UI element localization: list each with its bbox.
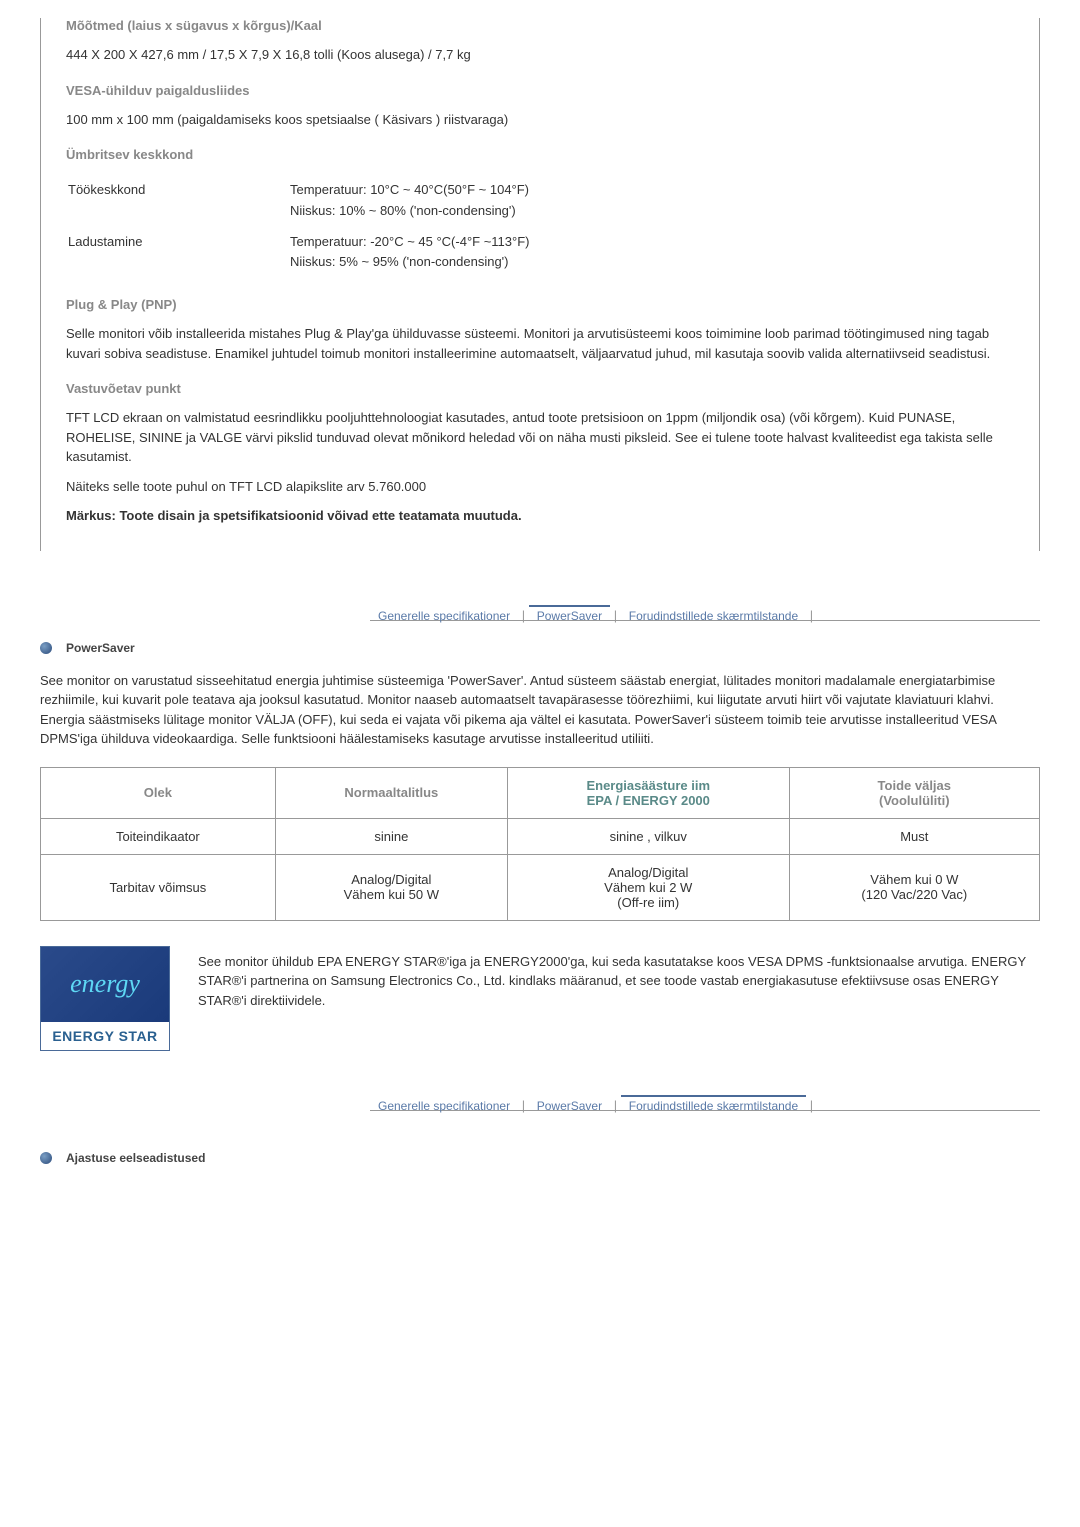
tab-preset[interactable]: Forudindstillede skærmtilstande	[621, 609, 806, 623]
td-power-normal: Analog/Digital Vähem kui 50 W	[275, 854, 507, 920]
env-storage-temp: Temperatuur: -20°C ~ 45 °C(-4°F ~113°F)	[290, 234, 529, 249]
th-energy-b: EPA / ENERGY 2000	[587, 793, 710, 808]
tab-sep: |	[810, 1098, 813, 1113]
pnp-title: Plug & Play (PNP)	[66, 297, 1014, 312]
env-work-values: Temperatuur: 10°C ~ 40°C(50°F ~ 104°F) N…	[290, 176, 1012, 226]
tab-sep: |	[614, 608, 617, 623]
th-off: Toide väljas (Voolulüliti)	[789, 767, 1039, 818]
td-power-saving-a: Analog/Digital	[608, 865, 688, 880]
preset-section: Ajastuse eelseadistused	[40, 1151, 1040, 1165]
td-power-saving: Analog/Digital Vähem kui 2 W (Off-re iim…	[507, 854, 789, 920]
td-indicator-saving: sinine , vilkuv	[507, 818, 789, 854]
th-energy-a: Energiasäästure iim	[586, 778, 710, 793]
bullet-icon	[40, 642, 52, 654]
td-power-normal-b: Vähem kui 50 W	[344, 887, 439, 902]
td-power-saving-c: (Off-re iim)	[617, 895, 679, 910]
tab-sep: |	[522, 608, 525, 623]
td-power-saving-b: Vähem kui 2 W	[604, 880, 692, 895]
energy-star-logo: energy ENERGY STAR	[40, 946, 170, 1051]
point-text1: TFT LCD ekraan on valmistatud eesrindlik…	[66, 408, 1014, 467]
tab-general[interactable]: Generelle specifikationer	[370, 609, 518, 623]
powersaver-paragraph: See monitor on varustatud sisseehitatud …	[40, 671, 1040, 749]
powersaver-section: PowerSaver See monitor on varustatud sis…	[40, 641, 1040, 1051]
bullet-icon	[40, 1152, 52, 1164]
env-work-label: Töökeskkond	[68, 176, 288, 226]
td-power-normal-a: Analog/Digital	[351, 872, 431, 887]
vesa-value: 100 mm x 100 mm (paigaldamiseks koos spe…	[66, 110, 1014, 130]
env-storage-label: Ladustamine	[68, 228, 288, 278]
th-off-a: Toide väljas	[878, 778, 951, 793]
point-text2: Näiteks selle toote puhul on TFT LCD ala…	[66, 477, 1014, 497]
vesa-title: VESA-ühilduv paigaldusliides	[66, 83, 1014, 98]
th-energy: Energiasäästure iim EPA / ENERGY 2000	[507, 767, 789, 818]
note-text: Märkus: Toote disain ja spetsifikatsioon…	[66, 506, 1014, 526]
env-work-humidity: Niiskus: 10% ~ 80% ('non-condensing')	[290, 203, 516, 218]
dimensions-value: 444 X 200 X 427,6 mm / 17,5 X 7,9 X 16,8…	[66, 45, 1014, 65]
powersaver-title: PowerSaver	[66, 641, 135, 655]
tab-powersaver[interactable]: PowerSaver	[529, 605, 610, 623]
preset-header: Ajastuse eelseadistused	[40, 1151, 1040, 1165]
point-title: Vastuvõetav punkt	[66, 381, 1014, 396]
th-normal: Normaaltalitlus	[275, 767, 507, 818]
th-off-b: (Voolulüliti)	[879, 793, 950, 808]
pnp-text: Selle monitori võib installeerida mistah…	[66, 324, 1014, 363]
tab-powersaver-bottom[interactable]: PowerSaver	[529, 1099, 610, 1113]
th-olek: Olek	[41, 767, 276, 818]
preset-title: Ajastuse eelseadistused	[66, 1151, 205, 1165]
spec-box: Mõõtmed (laius x sügavus x kõrgus)/Kaal …	[40, 18, 1040, 551]
td-indicator-normal: sinine	[275, 818, 507, 854]
td-power-label: Tarbitav võimsus	[41, 854, 276, 920]
td-power-off-b: (120 Vac/220 Vac)	[861, 887, 967, 902]
env-storage-values: Temperatuur: -20°C ~ 45 °C(-4°F ~113°F) …	[290, 228, 1012, 278]
td-power-off-a: Vähem kui 0 W	[870, 872, 958, 887]
td-indicator-label: Toiteindikaator	[41, 818, 276, 854]
env-title: Ümbritsev keskkond	[66, 147, 1014, 162]
energy-text: See monitor ühildub EPA ENERGY STAR®'iga…	[198, 946, 1040, 1051]
energy-logo-bottom: ENERGY STAR	[41, 1022, 169, 1050]
env-table: Töökeskkond Temperatuur: 10°C ~ 40°C(50°…	[66, 174, 1014, 279]
tab-sep: |	[810, 608, 813, 623]
tabs-bottom: Generelle specifikationer | PowerSaver |…	[370, 1091, 1040, 1111]
tab-general-bottom[interactable]: Generelle specifikationer	[370, 1099, 518, 1113]
td-power-off: Vähem kui 0 W (120 Vac/220 Vac)	[789, 854, 1039, 920]
tab-sep: |	[522, 1098, 525, 1113]
tab-sep: |	[614, 1098, 617, 1113]
env-work-temp: Temperatuur: 10°C ~ 40°C(50°F ~ 104°F)	[290, 182, 529, 197]
energy-row: energy ENERGY STAR See monitor ühildub E…	[40, 946, 1040, 1051]
tab-preset-bottom[interactable]: Forudindstillede skærmtilstande	[621, 1095, 806, 1113]
powersaver-header: PowerSaver	[40, 641, 1040, 655]
env-storage-humidity: Niiskus: 5% ~ 95% ('non-condensing')	[290, 254, 509, 269]
td-indicator-off: Must	[789, 818, 1039, 854]
dimensions-title: Mõõtmed (laius x sügavus x kõrgus)/Kaal	[66, 18, 1014, 33]
tabs-top: Generelle specifikationer | PowerSaver |…	[370, 601, 1040, 621]
power-table: Olek Normaaltalitlus Energiasäästure iim…	[40, 767, 1040, 921]
energy-logo-top: energy	[41, 947, 169, 1022]
energy-script: energy	[70, 969, 140, 999]
